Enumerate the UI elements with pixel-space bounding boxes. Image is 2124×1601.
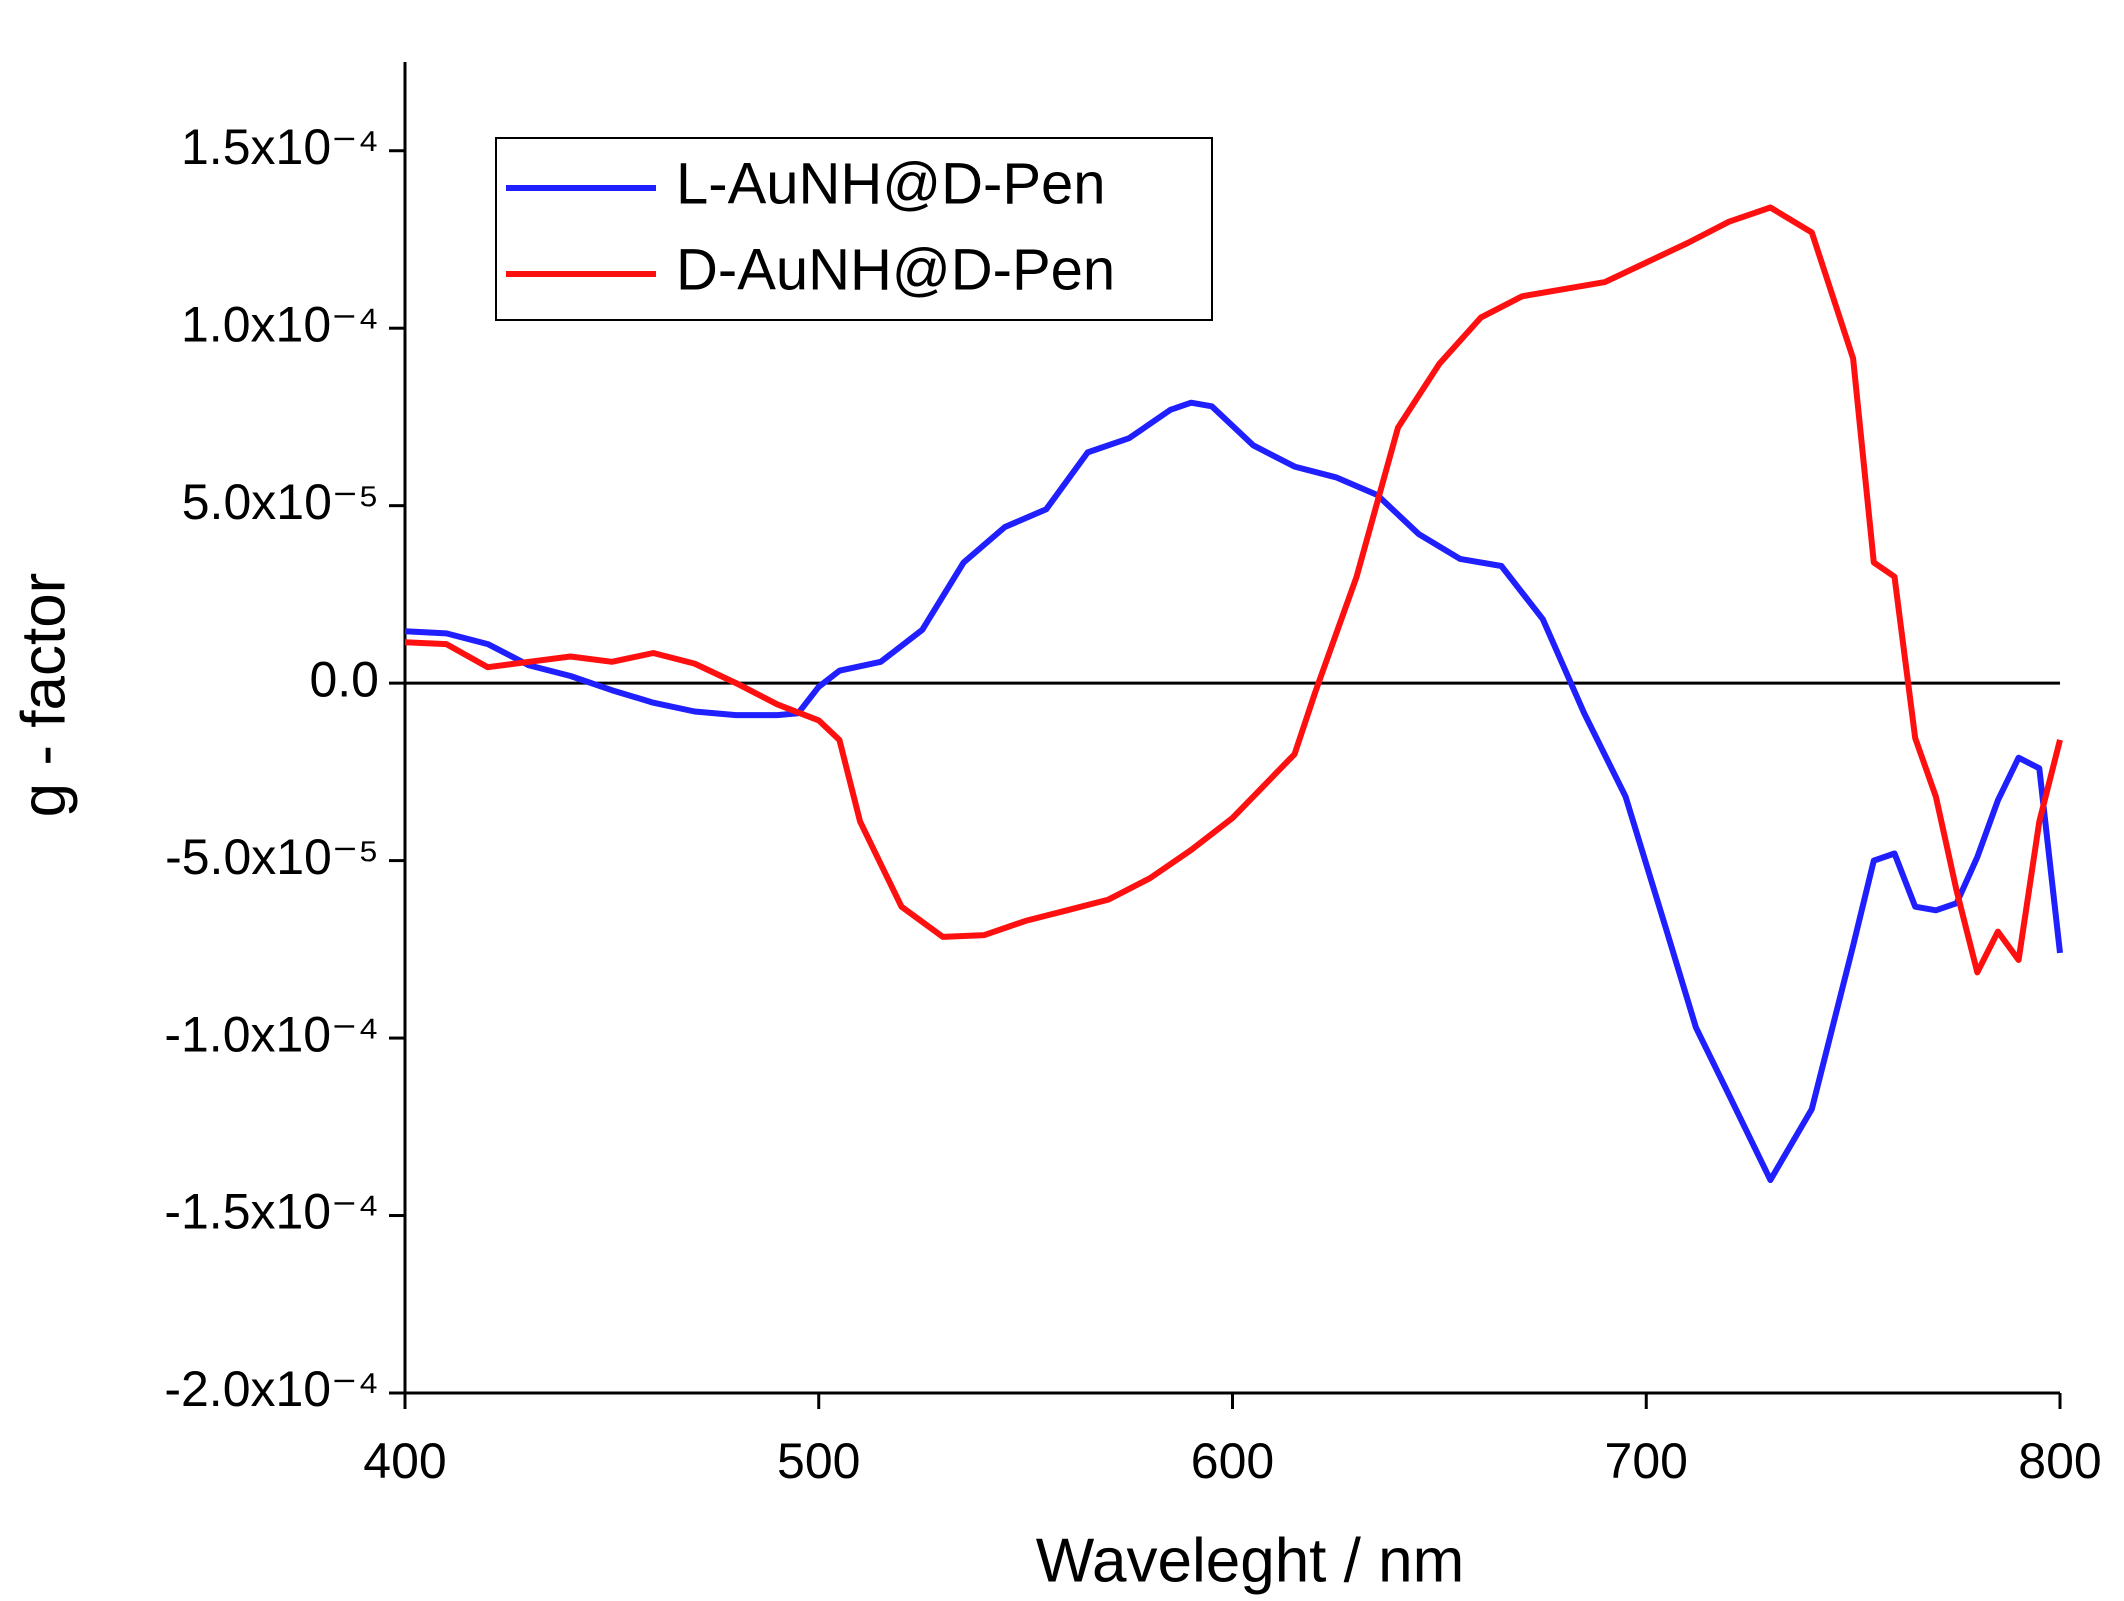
legend-label: L-AuNH@D-Pen: [676, 151, 1106, 216]
y-tick-label: -1.0x10⁻⁴: [164, 1006, 379, 1062]
y-tick-label: 5.0x10⁻⁵: [182, 474, 379, 530]
x-tick-label: 800: [2018, 1433, 2101, 1489]
legend-box: [495, 137, 1213, 321]
legend-label: D-AuNH@D-Pen: [676, 237, 1115, 302]
y-tick-label: 1.0x10⁻⁴: [181, 296, 379, 352]
x-tick-label: 600: [1191, 1433, 1274, 1489]
series-line: [404, 204, 2063, 976]
x-tick-label: 700: [1605, 1433, 1688, 1489]
y-tick-label: -5.0x10⁻⁵: [165, 829, 379, 885]
y-tick-label: -2.0x10⁻⁴: [164, 1361, 379, 1417]
y-tick-label: 0.0: [309, 651, 379, 707]
x-tick-label: 400: [363, 1433, 446, 1489]
x-tick-label: 500: [777, 1433, 860, 1489]
y-axis-label: g - factor: [9, 573, 78, 818]
y-tick-label: -1.5x10⁻⁴: [164, 1184, 379, 1240]
series-line: [404, 399, 2063, 1183]
y-tick-label: 1.5x10⁻⁴: [181, 119, 379, 175]
x-axis-label: Waveleght / nm: [1036, 1526, 1464, 1595]
